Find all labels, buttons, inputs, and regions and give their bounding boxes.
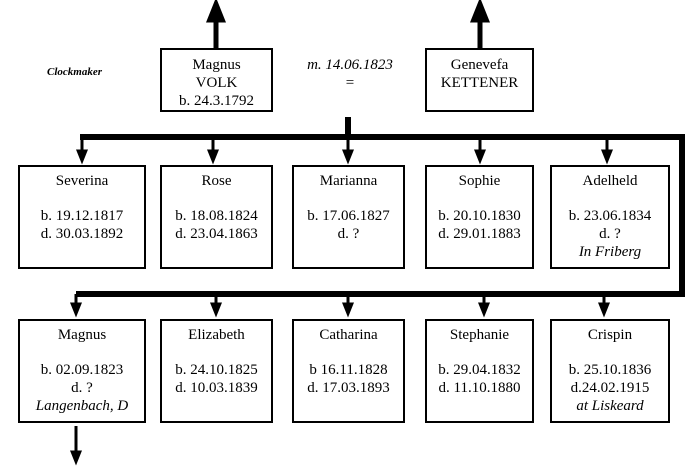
father-box: Magnus VOLK b. 24.3.1792	[160, 48, 273, 112]
child-born: b. 20.10.1830	[438, 208, 521, 224]
marriage-symbol: =	[345, 75, 355, 91]
mother-given-name: Genevefa	[450, 57, 509, 73]
child-box-elizabeth: Elizabeth b. 24.10.1825 d. 10.03.1839	[160, 319, 273, 423]
child-died: d. 29.01.1883	[438, 226, 521, 242]
child-box-sophie: Sophie b. 20.10.1830 d. 29.01.1883	[425, 165, 534, 269]
child-box-magnus: Magnus b. 02.09.1823 d. ? Langenbach, D	[18, 319, 146, 423]
child-born: b. 02.09.1823	[40, 362, 124, 378]
child-box-marianna: Marianna b. 17.06.1827 d. ?	[292, 165, 405, 269]
child-note: Langenbach, D	[35, 398, 129, 414]
child-born: b. 23.06.1834	[568, 208, 652, 224]
child-name: Severina	[55, 173, 109, 189]
child-born: b. 24.10.1825	[175, 362, 258, 378]
child-name: Crispin	[587, 327, 633, 343]
child-box-adelheld: Adelheld b. 23.06.1834 d. ? In Friberg	[550, 165, 670, 269]
child-name: Magnus	[57, 327, 107, 343]
child-died: d. 17.03.1893	[307, 380, 390, 396]
child-box-rose: Rose b. 18.08.1824 d. 23.04.1863	[160, 165, 273, 269]
father-given-name: Magnus	[192, 57, 241, 73]
child-name: Catharina	[319, 327, 378, 343]
father-surname: VOLK	[195, 75, 238, 91]
child-born: b. 19.12.1817	[40, 208, 124, 224]
child-box-severina: Severina b. 19.12.1817 d. 30.03.1892	[18, 165, 146, 269]
child-box-stephanie: Stephanie b. 29.04.1832 d. 11.10.1880	[425, 319, 534, 423]
child-name: Rose	[201, 173, 232, 189]
child-born: b. 25.10.1836	[568, 362, 652, 378]
child-born: b. 29.04.1832	[438, 362, 521, 378]
child-name: Marianna	[319, 173, 378, 189]
mother-surname: KETTENER	[440, 75, 519, 91]
child-name: Adelheld	[582, 173, 638, 189]
child-box-catharina: Catharina b 16.11.1828 d. 17.03.1893	[292, 319, 405, 423]
child-died: d.24.02.1915	[570, 380, 650, 396]
child-born: b. 17.06.1827	[307, 208, 390, 224]
child-died: d. 23.04.1863	[175, 226, 258, 242]
child-died: d. ?	[337, 226, 360, 242]
child-note: In Friberg	[578, 244, 642, 260]
child-died: d. 11.10.1880	[438, 380, 521, 396]
child-born: b. 18.08.1824	[175, 208, 258, 224]
father-occupation: Clockmaker	[47, 66, 102, 78]
child-name: Stephanie	[449, 327, 510, 343]
marriage-label: m. 14.06.1823 =	[290, 56, 410, 92]
child-name: Elizabeth	[188, 327, 245, 343]
father-birth: b. 24.3.1792	[179, 93, 254, 109]
child-name: Sophie	[458, 173, 501, 189]
child-note: at Liskeard	[576, 398, 644, 414]
child-died: d. ?	[71, 380, 93, 396]
child-box-crispin: Crispin b. 25.10.1836 d.24.02.1915 at Li…	[550, 319, 670, 423]
marriage-date: m. 14.06.1823	[307, 57, 393, 73]
child-died: d. 30.03.1892	[40, 226, 124, 242]
mother-box: Genevefa KETTENER	[425, 48, 534, 112]
child-died: d. 10.03.1839	[175, 380, 258, 396]
child-born: b 16.11.1828	[309, 362, 388, 378]
child-died: d. ?	[599, 226, 621, 242]
